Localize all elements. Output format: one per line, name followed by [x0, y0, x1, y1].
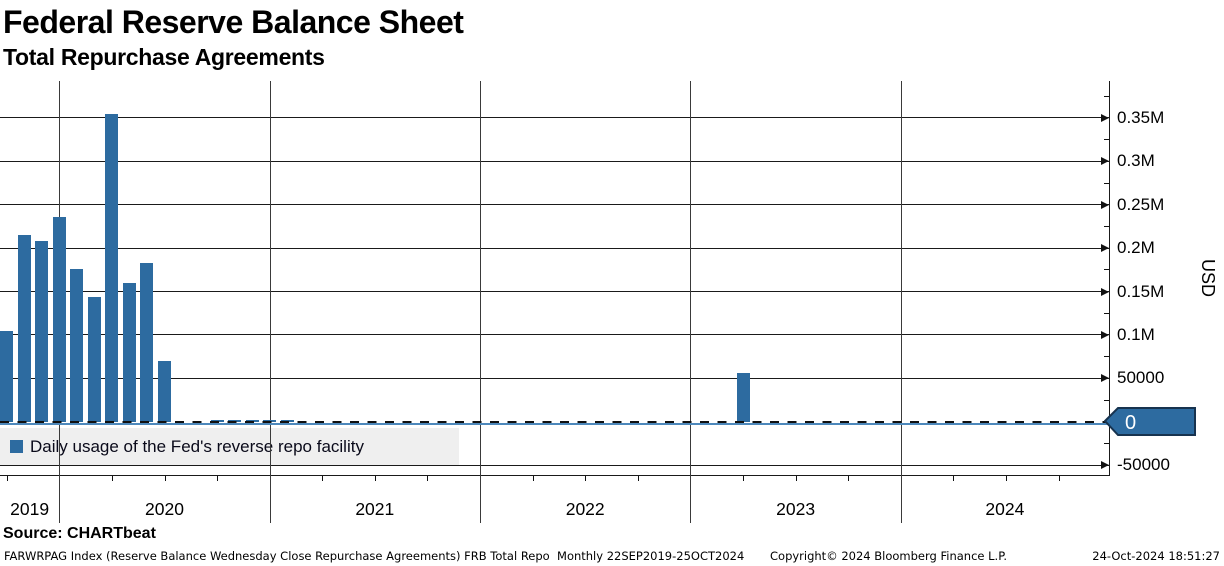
- y-minor-tick: [1104, 225, 1109, 227]
- y-tick-label: 0.15M: [1117, 281, 1165, 301]
- bar: [35, 241, 49, 422]
- last-value-badge: 0: [1104, 407, 1196, 436]
- x-minor-tick: [6, 476, 8, 481]
- bar: [210, 420, 224, 422]
- year-divider-line: [480, 81, 481, 523]
- page-title: Federal Reserve Balance Sheet: [3, 4, 464, 40]
- y-tick-label: 0.25M: [1117, 194, 1165, 214]
- y-tick-arrow-icon: [1101, 244, 1109, 253]
- last-value-badge-shape: [1104, 407, 1196, 436]
- x-minor-tick: [1005, 476, 1007, 481]
- y-minor-tick: [1104, 356, 1109, 358]
- y-gridline: [0, 464, 1109, 466]
- x-minor-tick: [532, 476, 534, 481]
- x-minor-tick: [585, 476, 587, 481]
- x-minor-tick: [427, 476, 429, 481]
- y-tick-label: -50000: [1117, 455, 1170, 475]
- x-axis-year-label: 2022: [565, 499, 605, 519]
- x-axis-year-label: 2021: [355, 499, 395, 519]
- y-minor-tick: [1104, 269, 1109, 271]
- y-gridline: [0, 160, 1109, 162]
- x-axis-year-label: 2020: [145, 499, 184, 519]
- bar: [52, 216, 66, 422]
- x-axis-year-label: 2023: [776, 499, 816, 519]
- zero-gridline-dashed: [0, 421, 1109, 423]
- y-tick-label: 0.2M: [1117, 238, 1155, 258]
- footer-datetime: 24-Oct-2024 18:51:27: [1092, 549, 1220, 563]
- last-value-line: [0, 423, 1109, 425]
- last-value-badge-text: 0: [1125, 412, 1136, 434]
- x-minor-tick: [1058, 476, 1060, 481]
- bar: [245, 420, 259, 422]
- x-minor-tick: [848, 476, 850, 481]
- bar: [280, 420, 294, 422]
- y-tick-label: 0.35M: [1117, 107, 1165, 127]
- plot-area: [0, 81, 1110, 481]
- bar: [140, 262, 154, 422]
- bar: [228, 420, 242, 422]
- y-tick-arrow-icon: [1101, 330, 1109, 339]
- y-axis-unit-label: USD: [1198, 258, 1218, 297]
- footer: FARWRPAG Index (Reserve Balance Wednesda…: [0, 549, 1224, 566]
- bar: [70, 268, 84, 422]
- y-tick-arrow-icon: [1101, 374, 1109, 383]
- bar: [736, 373, 750, 422]
- y-tick-label: 0.3M: [1117, 151, 1155, 171]
- y-minor-tick: [1104, 182, 1109, 184]
- x-minor-tick: [374, 476, 376, 481]
- x-minor-tick: [953, 476, 955, 481]
- x-minor-tick: [795, 476, 797, 481]
- x-minor-tick: [111, 476, 113, 481]
- y-minor-tick: [1104, 312, 1109, 314]
- x-minor-tick: [217, 476, 219, 481]
- y-tick-label: 50000: [1117, 368, 1165, 388]
- series-marker-icon: [10, 440, 23, 453]
- y-gridline: [0, 291, 1109, 292]
- y-gridline: [0, 377, 1109, 379]
- x-minor-tick: [637, 476, 639, 481]
- source-line: Source: CHARTbeat: [3, 525, 156, 542]
- footer-ticker-description: FARWRPAG Index (Reserve Balance Wednesda…: [4, 549, 745, 563]
- bar: [0, 330, 14, 422]
- y-gridline: [0, 334, 1109, 336]
- y-tick-label: 0.1M: [1117, 324, 1155, 344]
- year-divider-line: [900, 81, 902, 523]
- year-divider-line: [690, 81, 692, 523]
- y-minor-tick: [1104, 399, 1109, 401]
- bar: [263, 420, 277, 422]
- x-minor-tick: [743, 476, 744, 481]
- x-minor-tick: [164, 476, 166, 481]
- year-divider-line: [269, 81, 271, 523]
- y-tick-arrow-icon: [1101, 200, 1109, 209]
- y-tick-arrow-icon: [1101, 157, 1109, 166]
- y-gridline: [0, 204, 1109, 206]
- y-tick-arrow-icon: [1101, 287, 1109, 296]
- x-axis-year-label: 2024: [985, 499, 1025, 519]
- y-gridline: [0, 247, 1109, 249]
- y-gridline: [0, 117, 1109, 119]
- bar: [122, 282, 136, 422]
- legend: Daily usage of the Fed's reverse repo fa…: [0, 428, 459, 465]
- page-subtitle: Total Repurchase Agreements: [3, 44, 325, 70]
- bar: [158, 360, 171, 422]
- y-minor-tick: [1104, 442, 1109, 444]
- x-minor-tick: [322, 476, 324, 481]
- y-tick-arrow-icon: [1101, 113, 1109, 122]
- y-minor-tick: [1104, 139, 1109, 141]
- legend-label: Daily usage of the Fed's reverse repo fa…: [30, 436, 364, 456]
- y-minor-tick: [1104, 95, 1109, 97]
- y-tick-arrow-icon: [1101, 461, 1109, 470]
- bar: [105, 113, 119, 422]
- x-axis-year-label: 2019: [10, 499, 50, 519]
- footer-copyright: Copyright© 2024 Bloomberg Finance L.P.: [770, 549, 1007, 563]
- bar: [17, 235, 31, 422]
- bar: [87, 296, 101, 422]
